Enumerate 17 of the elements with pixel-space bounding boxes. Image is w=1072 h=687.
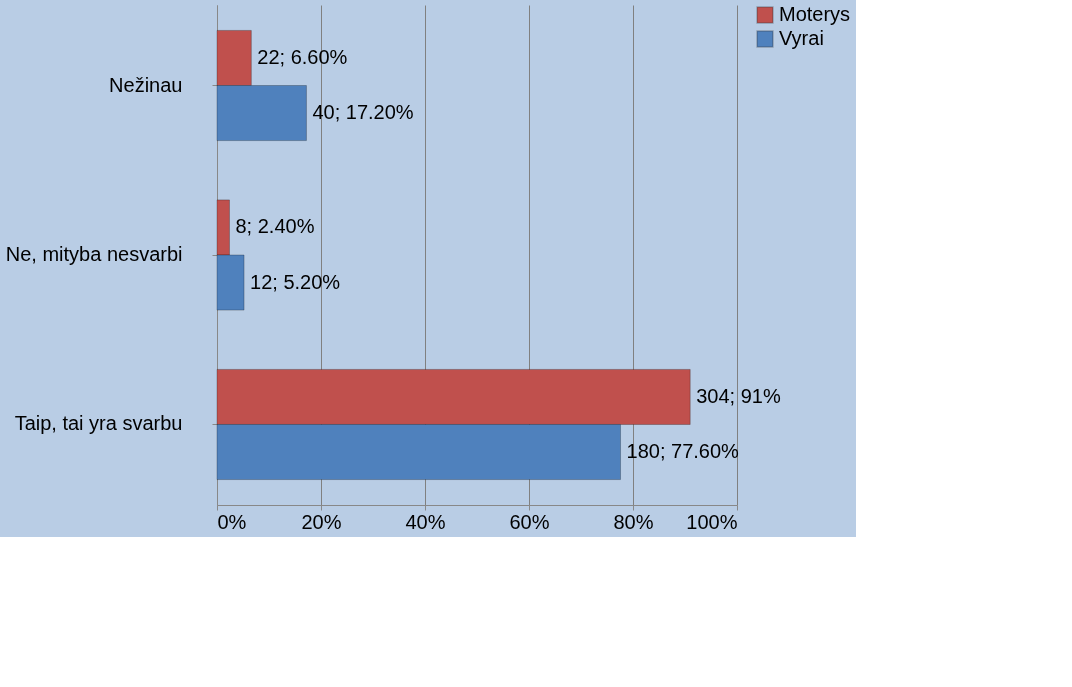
data-label: 22; 6.60% bbox=[257, 45, 348, 68]
legend-label: Vyrai bbox=[779, 27, 824, 49]
data-label: 8; 2.40% bbox=[235, 215, 315, 238]
data-label: 12; 5.20% bbox=[250, 270, 341, 293]
legend-label: Moterys bbox=[779, 3, 851, 25]
data-label: 304; 91% bbox=[696, 384, 781, 407]
x-tick-label: 20% bbox=[301, 510, 342, 533]
x-tick-label: 40% bbox=[405, 510, 446, 533]
x-tick-label: 60% bbox=[509, 510, 550, 533]
x-tick-label: 0% bbox=[217, 510, 247, 533]
y-tick-label: Nežinau bbox=[109, 73, 183, 96]
y-tick-label: Ne, mityba nesvarbi bbox=[5, 243, 183, 265]
data-label: 180; 77.60% bbox=[626, 440, 740, 463]
x-tick-label: 80% bbox=[613, 510, 654, 533]
x-tick-label: 100% bbox=[686, 510, 738, 533]
y-tick-label: Taip, tai yra svarbu bbox=[14, 412, 183, 435]
data-label: 40; 17.20% bbox=[312, 101, 414, 124]
